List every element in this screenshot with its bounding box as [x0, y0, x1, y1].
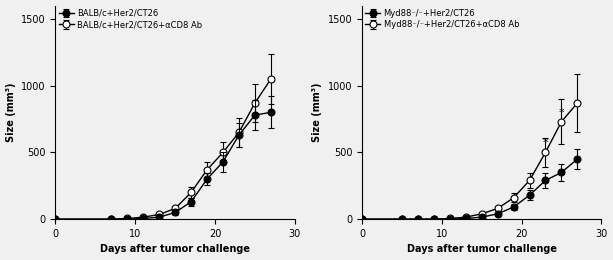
Y-axis label: Size (mm³): Size (mm³): [6, 83, 15, 142]
Text: *: *: [543, 138, 548, 148]
Legend: BALB/c+Her2/CT26, BALB/c+Her2/CT26+αCD8 Ab: BALB/c+Her2/CT26, BALB/c+Her2/CT26+αCD8 …: [57, 7, 204, 31]
Text: *: *: [558, 108, 564, 118]
X-axis label: Days after tumor challenge: Days after tumor challenge: [100, 244, 250, 255]
X-axis label: Days after tumor challenge: Days after tumor challenge: [406, 244, 557, 255]
Legend: Myd88⁻/⁻+Her2/CT26, Myd88⁻/⁻+Her2/CT26+αCD8 Ab: Myd88⁻/⁻+Her2/CT26, Myd88⁻/⁻+Her2/CT26+α…: [364, 7, 521, 31]
Y-axis label: Size (mm³): Size (mm³): [312, 83, 322, 142]
